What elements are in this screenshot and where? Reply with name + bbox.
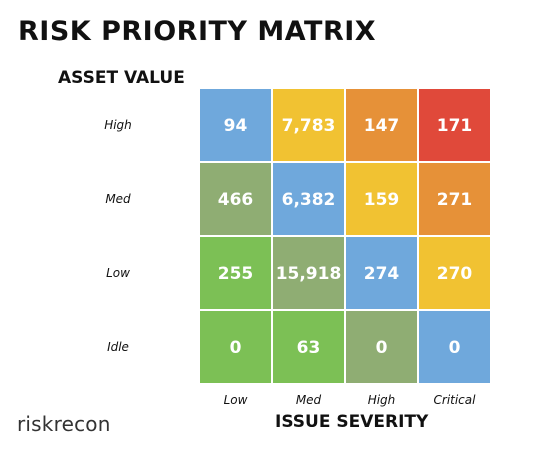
heatmap-cell-idle-high xyxy=(346,311,417,383)
cell-value-label: 147 xyxy=(364,116,400,136)
heatmap-cell-idle-critical xyxy=(419,311,490,383)
heatmap-cell-low-critical xyxy=(419,237,490,309)
riskrecon-logo: riskrecon xyxy=(17,412,111,436)
cell-value-label: 255 xyxy=(218,264,254,284)
y-tick-label: High xyxy=(104,118,132,132)
heatmap-cell-high-critical xyxy=(419,89,490,161)
heatmap-cell-low-med xyxy=(273,237,344,309)
cell-value-label: 94 xyxy=(224,116,248,136)
y-tick-label: Idle xyxy=(107,340,129,354)
cell-value-label: 63 xyxy=(297,338,321,358)
chart-title: RISK PRIORITY MATRIX xyxy=(18,16,377,47)
heatmap-cell-med-med xyxy=(273,163,344,235)
cell-value-label: 466 xyxy=(218,190,254,210)
cell-value-label: 6,382 xyxy=(282,190,336,210)
cell-value-label: 270 xyxy=(437,264,473,284)
heatmap-cell-high-low xyxy=(200,89,271,161)
heatmap-cell-med-high xyxy=(346,163,417,235)
cell-value-label: 159 xyxy=(364,190,400,210)
heatmap-cell-low-high xyxy=(346,237,417,309)
heatmap-cell-idle-med xyxy=(273,311,344,383)
heatmap-cell-high-med xyxy=(273,89,344,161)
cell-value-label: 0 xyxy=(449,338,461,358)
heatmap-cell-low-low xyxy=(200,237,271,309)
heatmap-cell-idle-low xyxy=(200,311,271,383)
cell-value-label: 0 xyxy=(230,338,242,358)
x-tick-label: Low xyxy=(224,393,248,407)
x-tick-label: Med xyxy=(296,393,322,407)
y-tick-label: Low xyxy=(106,266,130,280)
x-tick-label: Critical xyxy=(434,393,477,407)
cell-value-label: 7,783 xyxy=(282,116,336,136)
cell-value-label: 171 xyxy=(437,116,473,136)
heatmap-cell-med-low xyxy=(200,163,271,235)
y-axis-label: ASSET VALUE xyxy=(58,68,185,88)
heatmap-cell-med-critical xyxy=(419,163,490,235)
heatmap-cell-high-high xyxy=(346,89,417,161)
cell-value-label: 15,918 xyxy=(276,264,342,284)
x-tick-label: High xyxy=(368,393,396,407)
cell-value-label: 274 xyxy=(364,264,400,284)
y-tick-label: Med xyxy=(105,192,131,206)
cell-value-label: 271 xyxy=(437,190,473,210)
x-axis-label: ISSUE SEVERITY xyxy=(275,412,429,432)
cell-value-label: 0 xyxy=(376,338,388,358)
